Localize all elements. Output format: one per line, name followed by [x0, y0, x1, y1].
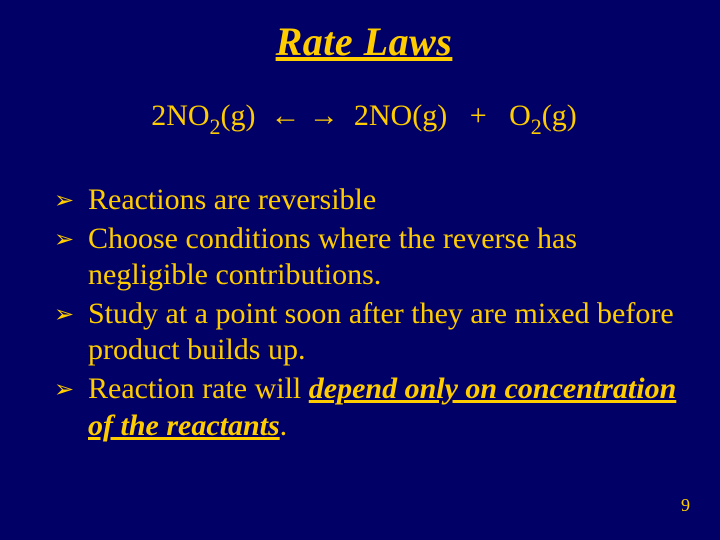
- slide-title: Rate Laws: [48, 18, 680, 65]
- bullet-list: ➢ Reactions are reversible ➢ Choose cond…: [48, 182, 680, 444]
- eq-lhs-species: NO: [166, 99, 209, 132]
- bullet-arrow-icon: ➢: [54, 375, 74, 404]
- slide: Rate Laws 2NO2(g) ← → 2NO(g) + O2(g) ➢ R…: [0, 0, 720, 540]
- list-item: ➢ Choose conditions where the reverse ha…: [54, 221, 680, 294]
- chemical-equation: 2NO2(g) ← → 2NO(g) + O2(g): [48, 99, 680, 138]
- bullet-text-post: .: [280, 409, 288, 442]
- eq-rhs1-phase: (g): [412, 99, 447, 132]
- bullet-text: Choose conditions where the reverse has …: [88, 222, 577, 292]
- bullet-text: Reactions are reversible: [88, 183, 376, 216]
- bullet-arrow-icon: ➢: [54, 300, 74, 329]
- eq-lhs-sub: 2: [210, 114, 221, 139]
- eq-rhs2-species: O: [509, 99, 531, 132]
- bullet-text-pre: Reaction rate will: [88, 372, 309, 405]
- eq-lhs-phase: (g): [221, 99, 256, 132]
- bullet-text: Study at a point soon after they are mix…: [88, 297, 674, 367]
- eq-rhs2-phase: (g): [542, 99, 577, 132]
- list-item: ➢ Study at a point soon after they are m…: [54, 296, 680, 369]
- eq-plus: +: [470, 99, 487, 132]
- page-number: 9: [681, 495, 690, 516]
- eq-rhs1-species: NO: [369, 99, 412, 132]
- eq-arrows: ← →: [271, 99, 339, 132]
- eq-lhs-coeff: 2: [151, 99, 166, 132]
- list-item: ➢ Reactions are reversible: [54, 182, 680, 219]
- eq-rhs1-coeff: 2: [354, 99, 369, 132]
- list-item: ➢ Reaction rate will depend only on conc…: [54, 371, 680, 444]
- eq-rhs2-sub: 2: [531, 114, 542, 139]
- bullet-arrow-icon: ➢: [54, 186, 74, 215]
- bullet-arrow-icon: ➢: [54, 225, 74, 254]
